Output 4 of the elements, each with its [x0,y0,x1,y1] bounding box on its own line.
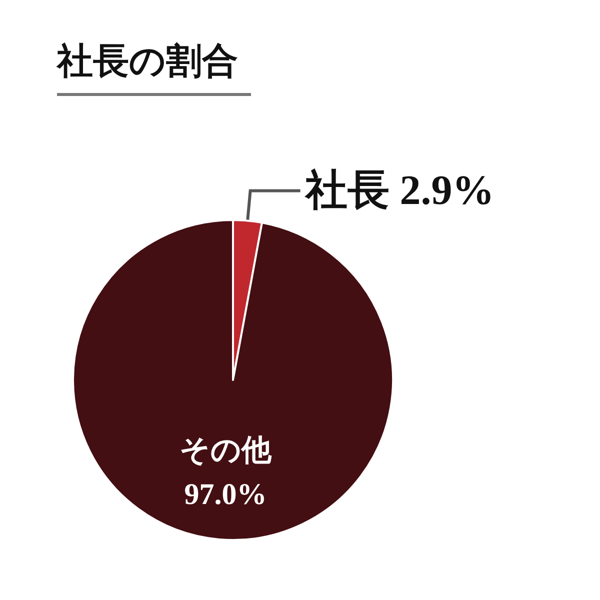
data-label: 97.0% [184,478,267,512]
slice-label: 社長 2.9% [303,168,494,214]
chart-title: 社長の割合 [56,41,238,81]
slice-label: その他 [179,434,272,468]
